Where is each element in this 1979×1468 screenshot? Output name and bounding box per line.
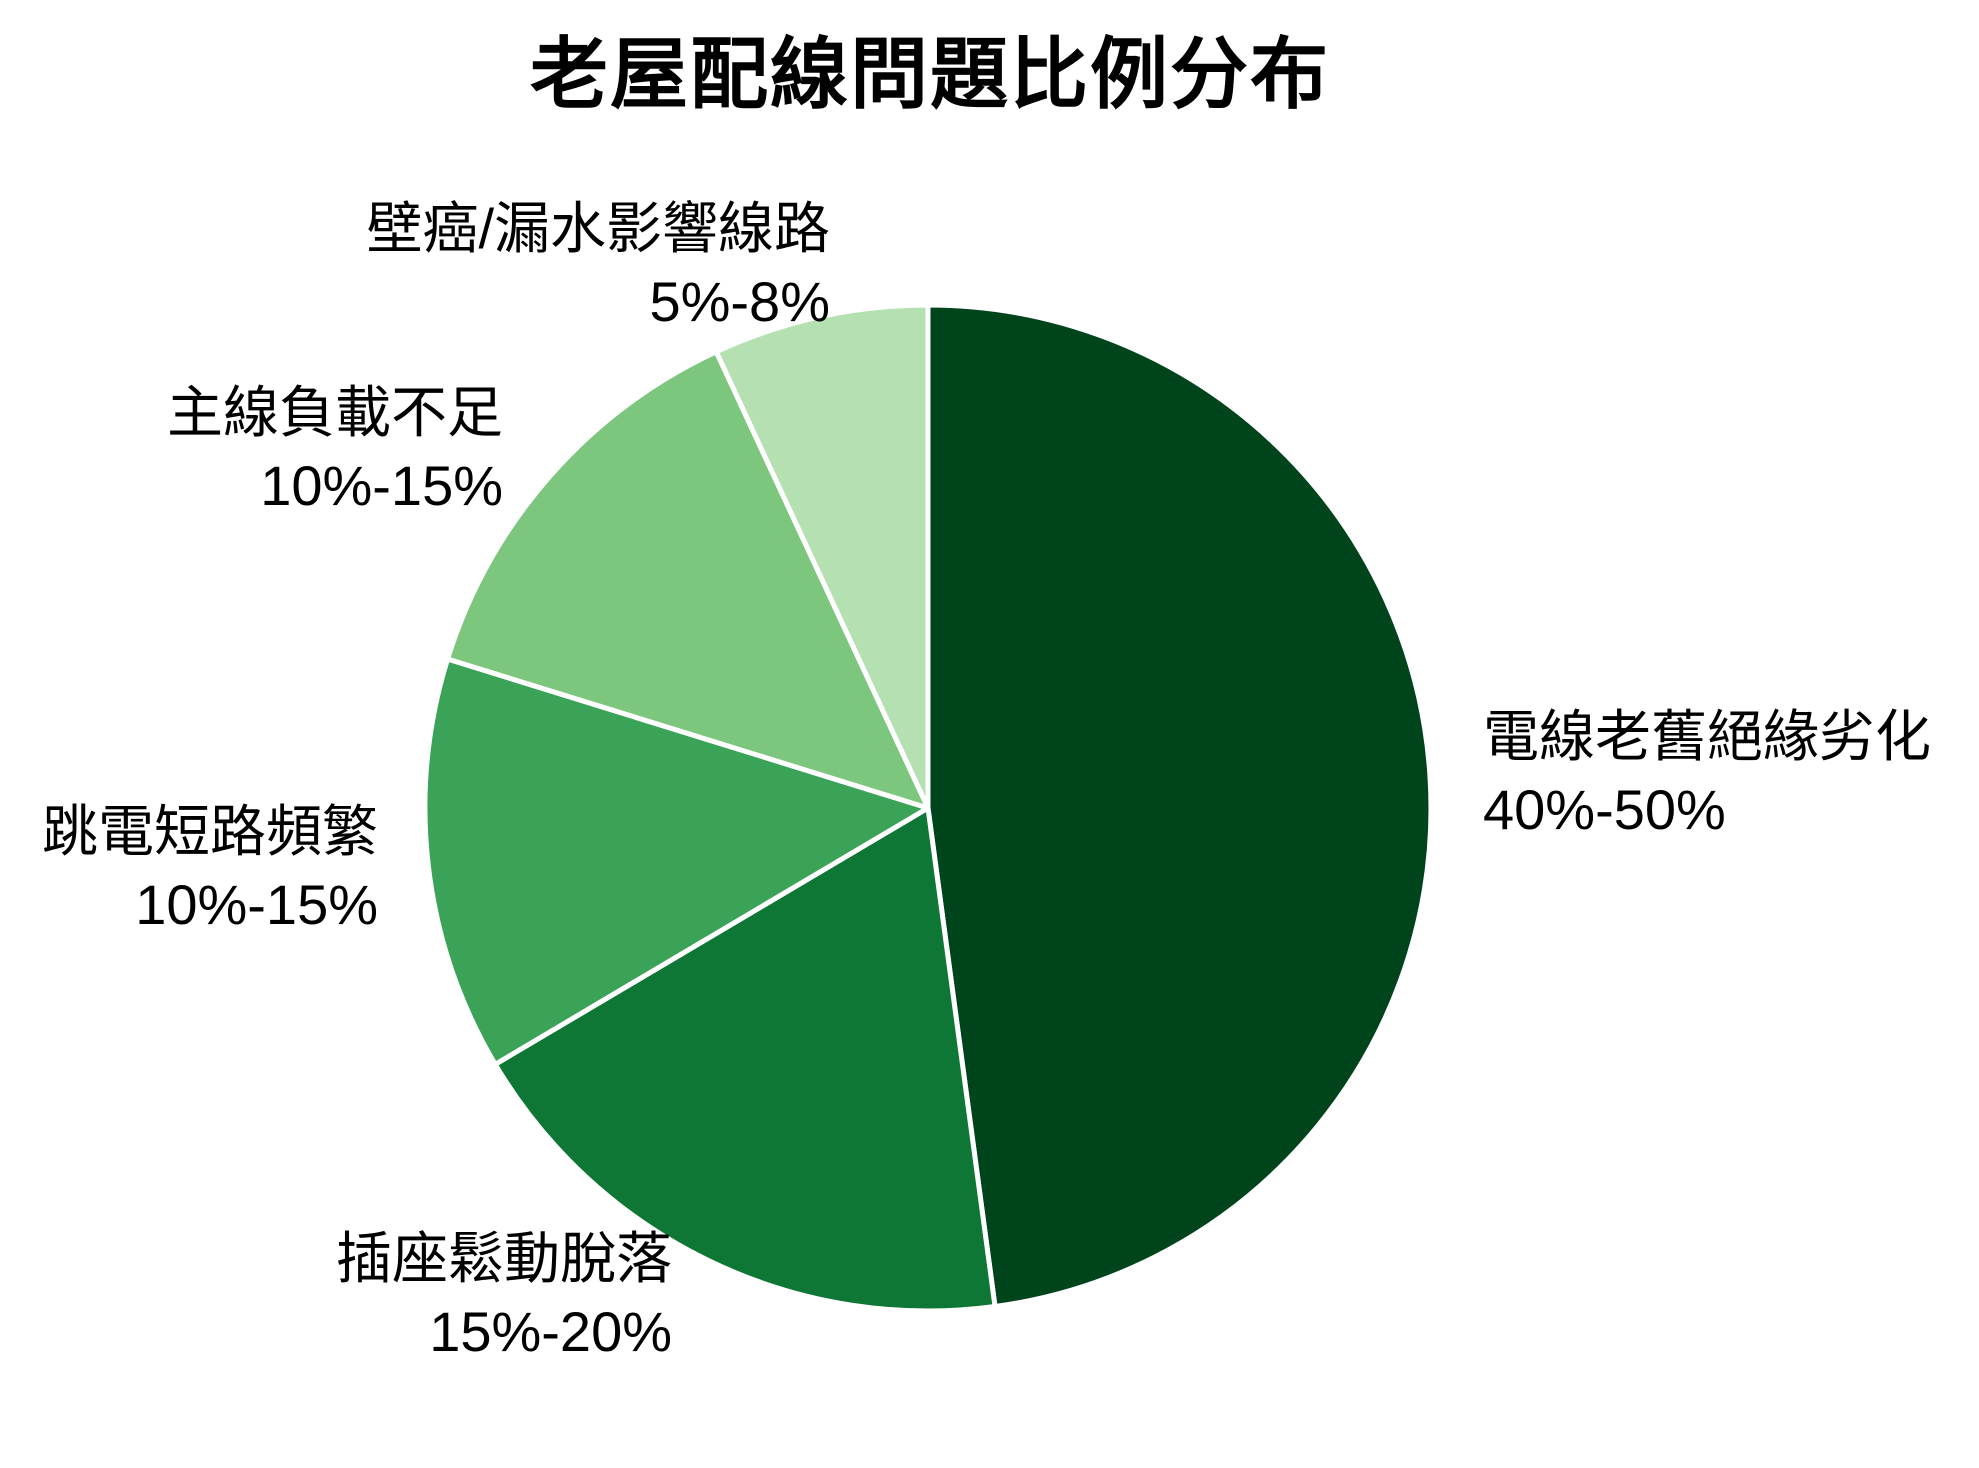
slice-label-text: 插座鬆動脫落	[336, 1227, 672, 1290]
slice-label-block-breaker-trip: 跳電短路頻繁 10%-15%	[42, 795, 378, 941]
slice-label-text: 壁癌/漏水影響線路	[366, 197, 830, 260]
pie-slice-0	[925, 302, 1434, 1310]
pie-slice-4	[713, 302, 931, 811]
slice-label-block-main-overload: 主線負載不足 10%-15%	[167, 376, 503, 522]
slice-label-block-wall-leak: 壁癌/漏水影響線路 5%-8%	[366, 192, 830, 338]
pie-slice-2	[422, 656, 931, 1067]
slice-label-range: 40%-50%	[1483, 778, 1726, 841]
slice-label-block-socket-loose: 插座鬆動脫落 15%-20%	[336, 1222, 672, 1368]
chart-title: 老屋配線問題比例分布	[529, 30, 1330, 118]
slice-label-block-wire-aging: 電線老舊絕緣劣化 40%-50%	[1483, 700, 1931, 846]
slice-label-range: 5%-8%	[649, 270, 830, 333]
slice-label-text: 跳電短路頻繁	[42, 800, 378, 863]
pie-slice-1	[492, 805, 998, 1314]
slice-label-text: 主線負載不足	[167, 381, 503, 444]
slice-label-text: 電線老舊絕緣劣化	[1483, 705, 1931, 768]
slice-label-range: 10%-15%	[260, 454, 503, 517]
pie-slice-3	[445, 349, 931, 811]
slice-label-range: 10%-15%	[135, 873, 378, 936]
slice-label-range: 15%-20%	[429, 1300, 672, 1363]
